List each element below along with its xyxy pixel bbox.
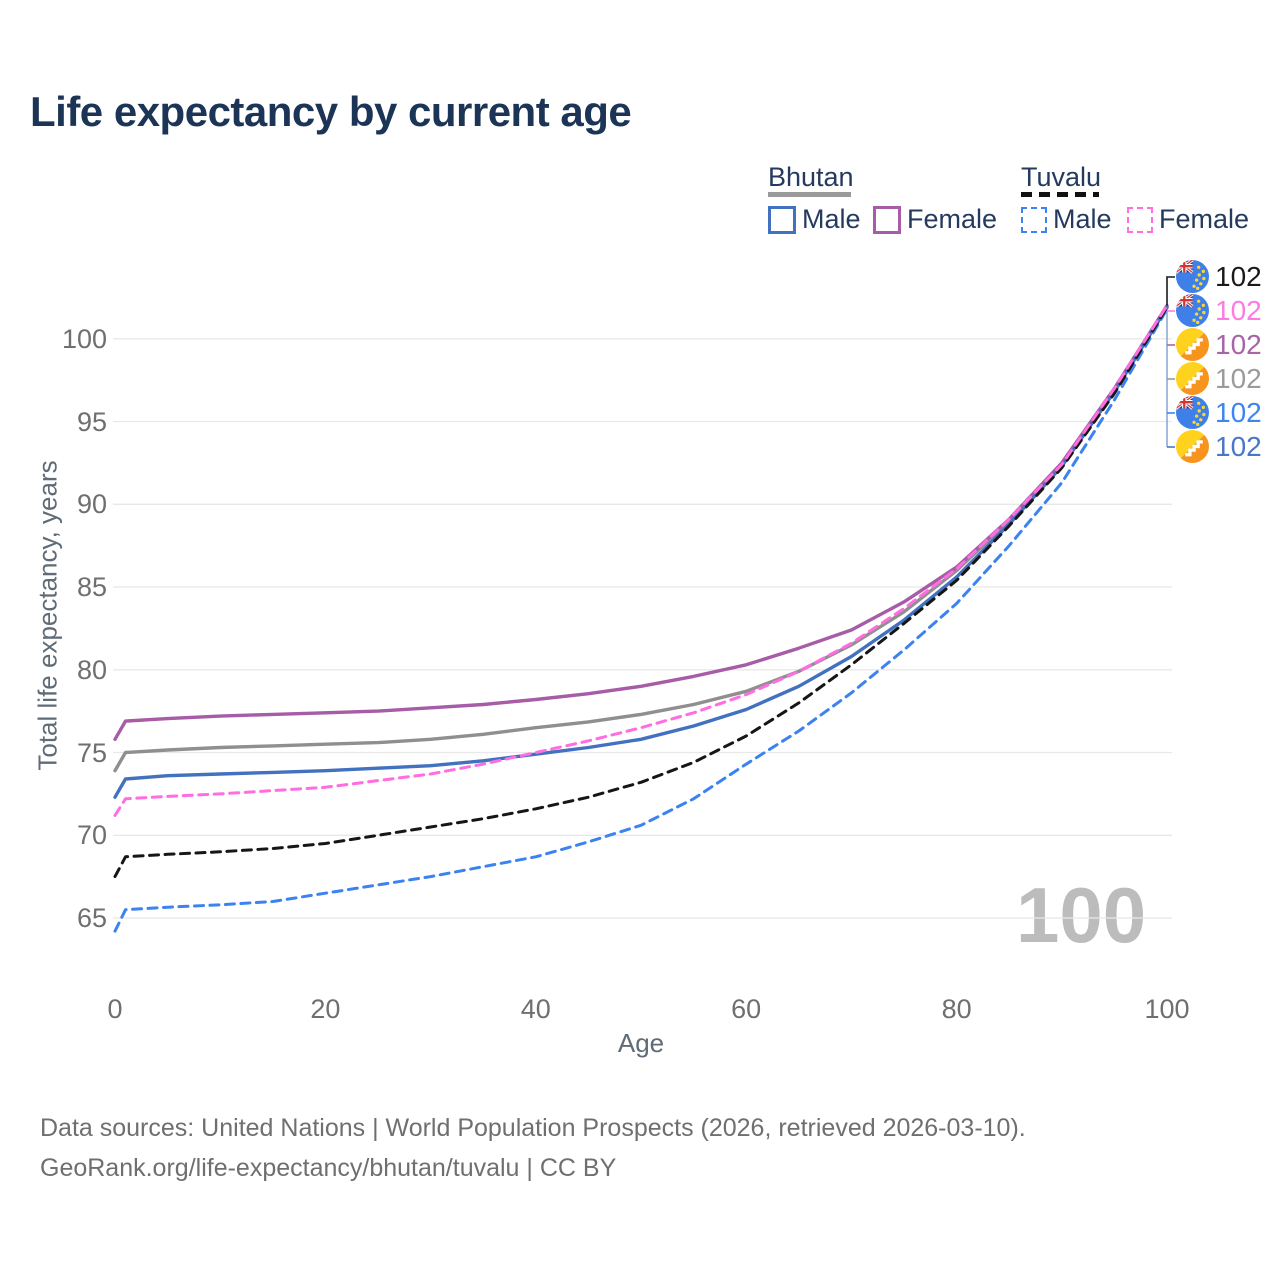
series-line-bhutan-male[interactable] bbox=[113, 305, 1169, 799]
end-label-connector bbox=[1166, 276, 1175, 306]
series-line-bhutan[interactable] bbox=[113, 305, 1169, 773]
series-line-tuvalu-male[interactable] bbox=[113, 307, 1169, 933]
series-line-tuvalu-female[interactable] bbox=[113, 304, 1169, 817]
series-line-tuvalu[interactable] bbox=[113, 305, 1169, 879]
watermark-age-100: 100 bbox=[1016, 871, 1147, 959]
